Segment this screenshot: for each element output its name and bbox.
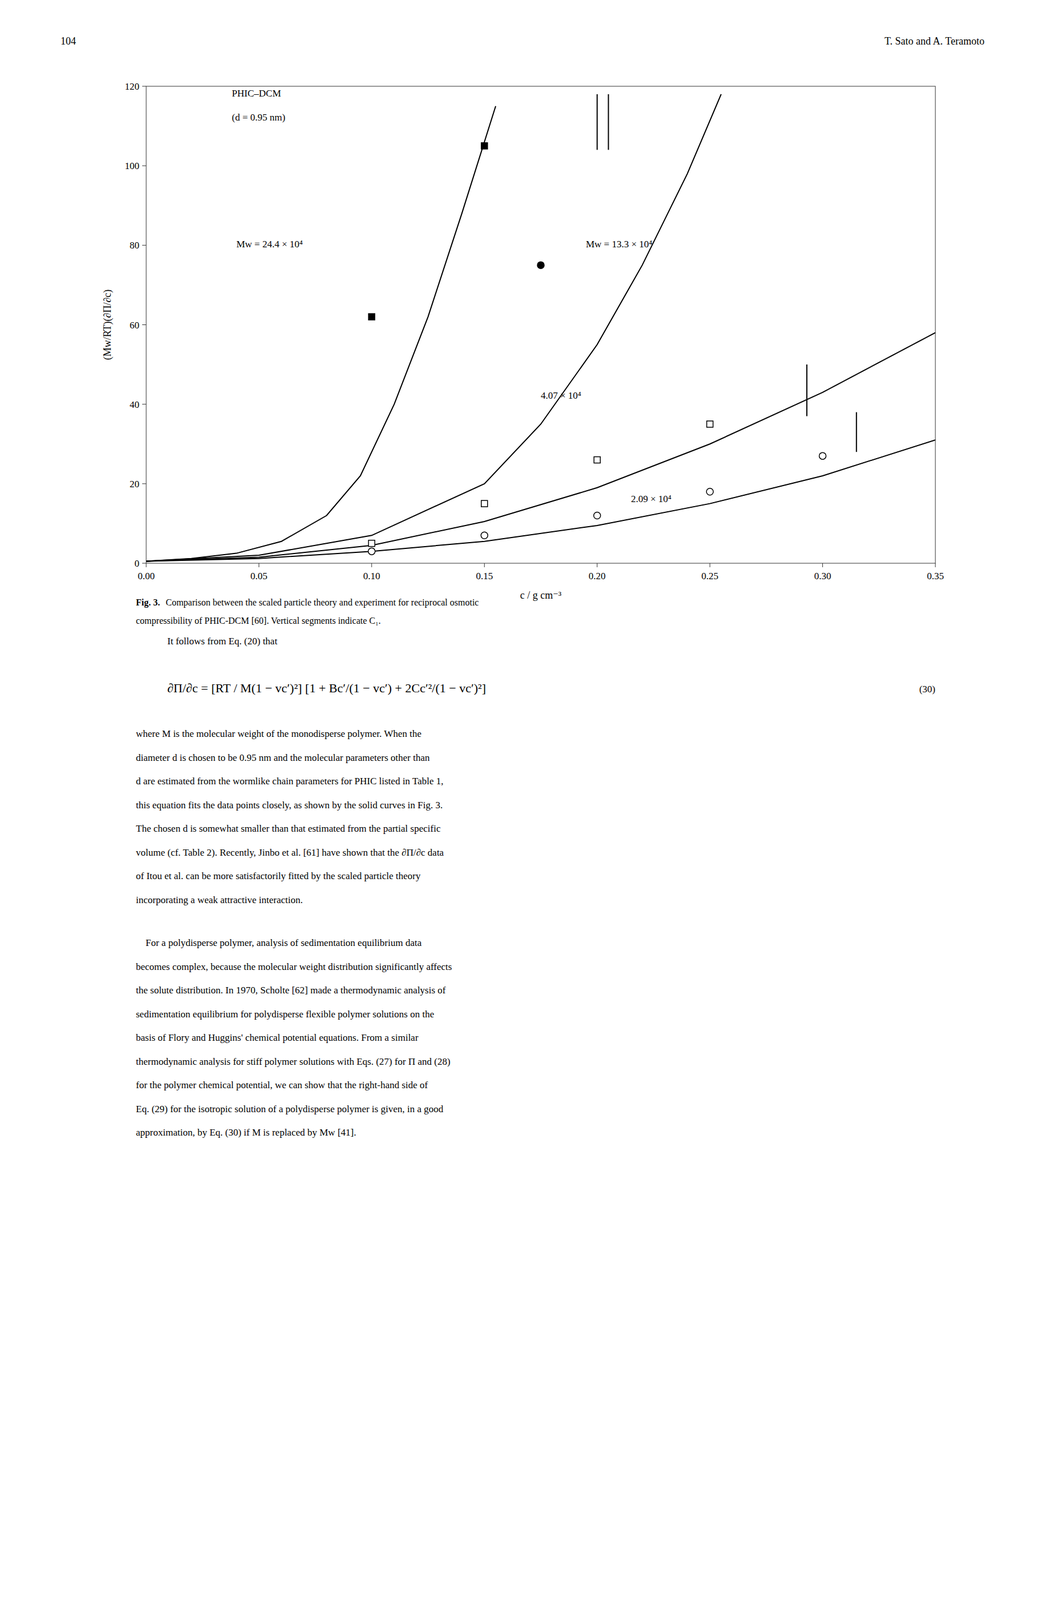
page-number: 104 xyxy=(60,35,76,47)
data-point xyxy=(368,540,375,547)
equation-number: (30) xyxy=(919,683,936,695)
data-point xyxy=(706,420,714,428)
series-line xyxy=(146,439,936,561)
body-text: sedimentation equilibrium for polydisper… xyxy=(135,1008,434,1020)
annotation: Mw = 13.3 × 10⁴ xyxy=(585,238,653,250)
y-tick xyxy=(142,403,147,405)
annotation: PHIC–DCM xyxy=(231,87,281,99)
data-point xyxy=(593,456,601,464)
y-tick xyxy=(142,563,147,564)
body-text: volume (cf. Table 2). Recently, Jinbo et… xyxy=(135,846,445,858)
annotation: 2.09 × 10⁴ xyxy=(630,493,672,505)
x-tick-label: 0.20 xyxy=(588,570,606,582)
x-tick xyxy=(596,563,598,568)
body-text: d are estimated from the wormlike chain … xyxy=(135,775,444,787)
x-tick-label: 0.15 xyxy=(475,570,493,582)
y-tick-label: 100 xyxy=(125,160,140,172)
body-text: where M is the molecular weight of the m… xyxy=(135,728,422,739)
y-tick xyxy=(142,324,147,325)
data-area xyxy=(146,94,936,562)
series-line xyxy=(146,94,722,562)
x-tick xyxy=(258,563,260,568)
y-tick xyxy=(142,244,147,246)
series-line xyxy=(806,364,808,416)
x-tick-label: 0.05 xyxy=(250,570,268,582)
equation: ∂Π/∂c = [RT / M(1 − vc′)²] [1 + Bc′/(1 −… xyxy=(167,680,486,695)
series-line xyxy=(607,94,609,150)
body-text: becomes complex, because the molecular w… xyxy=(135,961,452,972)
data-point xyxy=(481,142,488,150)
axes: 0.00 0.05 0.10 0.15 0.20 0.25 0.30 0.35 0 20 40 60 8… xyxy=(101,81,944,601)
x-tick xyxy=(146,563,147,568)
y-tick xyxy=(142,165,147,167)
x-tick xyxy=(371,563,372,568)
x-tick xyxy=(935,563,936,568)
caption-label: Fig. 3. xyxy=(135,597,160,608)
background xyxy=(0,0,1045,1600)
y-tick-label: 80 xyxy=(129,239,140,251)
body-text: Eq. (29) for the isotropic solution of a… xyxy=(135,1103,444,1115)
data-point xyxy=(819,452,827,460)
body-text: incorporating a weak attractive interact… xyxy=(135,894,303,906)
data-point xyxy=(481,500,488,507)
x-tick-label: 0.35 xyxy=(926,570,944,582)
page: 104T. Sato and A. Teramoto0.000.050.100.… xyxy=(0,0,1045,1600)
x-tick xyxy=(822,563,823,568)
caption-text: Comparison between the scaled particle t… xyxy=(165,597,479,608)
annotations: Mw = 24.4 × 10⁴ Mw = 13.3 × 10⁴ 4.07 × 10⁴… xyxy=(231,87,672,505)
y-tick-label: 0 xyxy=(134,557,140,569)
body-text: of Itou et al. can be more satisfactoril… xyxy=(135,870,421,882)
body-text: diameter d is chosen to be 0.95 nm and t… xyxy=(135,752,430,763)
y-tick xyxy=(142,86,147,87)
body-text: It follows from Eq. (20) that xyxy=(167,635,278,647)
y-tick-label: 120 xyxy=(125,81,140,92)
x-tick-label: 0.00 xyxy=(137,570,155,582)
series-line xyxy=(855,412,858,453)
body-text: approximation, by Eq. (30) if M is repla… xyxy=(135,1126,357,1138)
data-point xyxy=(368,547,376,555)
data-point xyxy=(537,261,545,269)
x-axis-label: c / g cm⁻³ xyxy=(520,589,562,601)
data-point xyxy=(480,531,488,539)
data-point xyxy=(368,313,375,320)
annotation: Mw = 24.4 × 10⁴ xyxy=(236,238,303,250)
data-point xyxy=(593,512,601,520)
y-tick-label: 60 xyxy=(129,319,140,331)
body-text: For a polydisperse polymer, analysis of … xyxy=(135,937,422,948)
series-line xyxy=(596,94,598,150)
body-text: this equation fits the data points close… xyxy=(135,799,443,811)
body-text: for the polymer chemical potential, we c… xyxy=(135,1079,429,1091)
y-tick-label: 40 xyxy=(129,399,140,411)
x-tick xyxy=(709,563,711,568)
x-tick-label: 0.10 xyxy=(363,570,381,582)
series-line xyxy=(146,106,496,562)
caption-line: compressibility of PHIC-DCM [60]. Vertic… xyxy=(135,615,381,626)
x-tick-label: 0.30 xyxy=(814,570,832,582)
series-line xyxy=(146,332,936,561)
caption-line: Fig. 3. Comparison between the scaled par… xyxy=(135,597,479,608)
page-header: T. Sato and A. Teramoto xyxy=(884,35,985,47)
body-text: basis of Flory and Huggins' chemical pot… xyxy=(135,1031,419,1043)
annotation: 4.07 × 10⁴ xyxy=(540,390,582,401)
y-tick xyxy=(142,483,147,484)
y-axis-label: (Mw/RT)(∂Π/∂c) xyxy=(101,289,114,361)
x-tick xyxy=(484,563,485,568)
x-tick-label: 0.25 xyxy=(701,570,719,582)
body-text: The chosen d is somewhat smaller than th… xyxy=(135,822,441,834)
body-text: thermodynamic analysis for stiff polymer… xyxy=(135,1055,451,1067)
body-text: the solute distribution. In 1970, Scholt… xyxy=(135,984,446,996)
data-point xyxy=(706,488,714,496)
y-tick-label: 20 xyxy=(129,478,140,490)
annotation: (d = 0.95 nm) xyxy=(231,111,286,123)
plot-frame xyxy=(146,86,936,564)
